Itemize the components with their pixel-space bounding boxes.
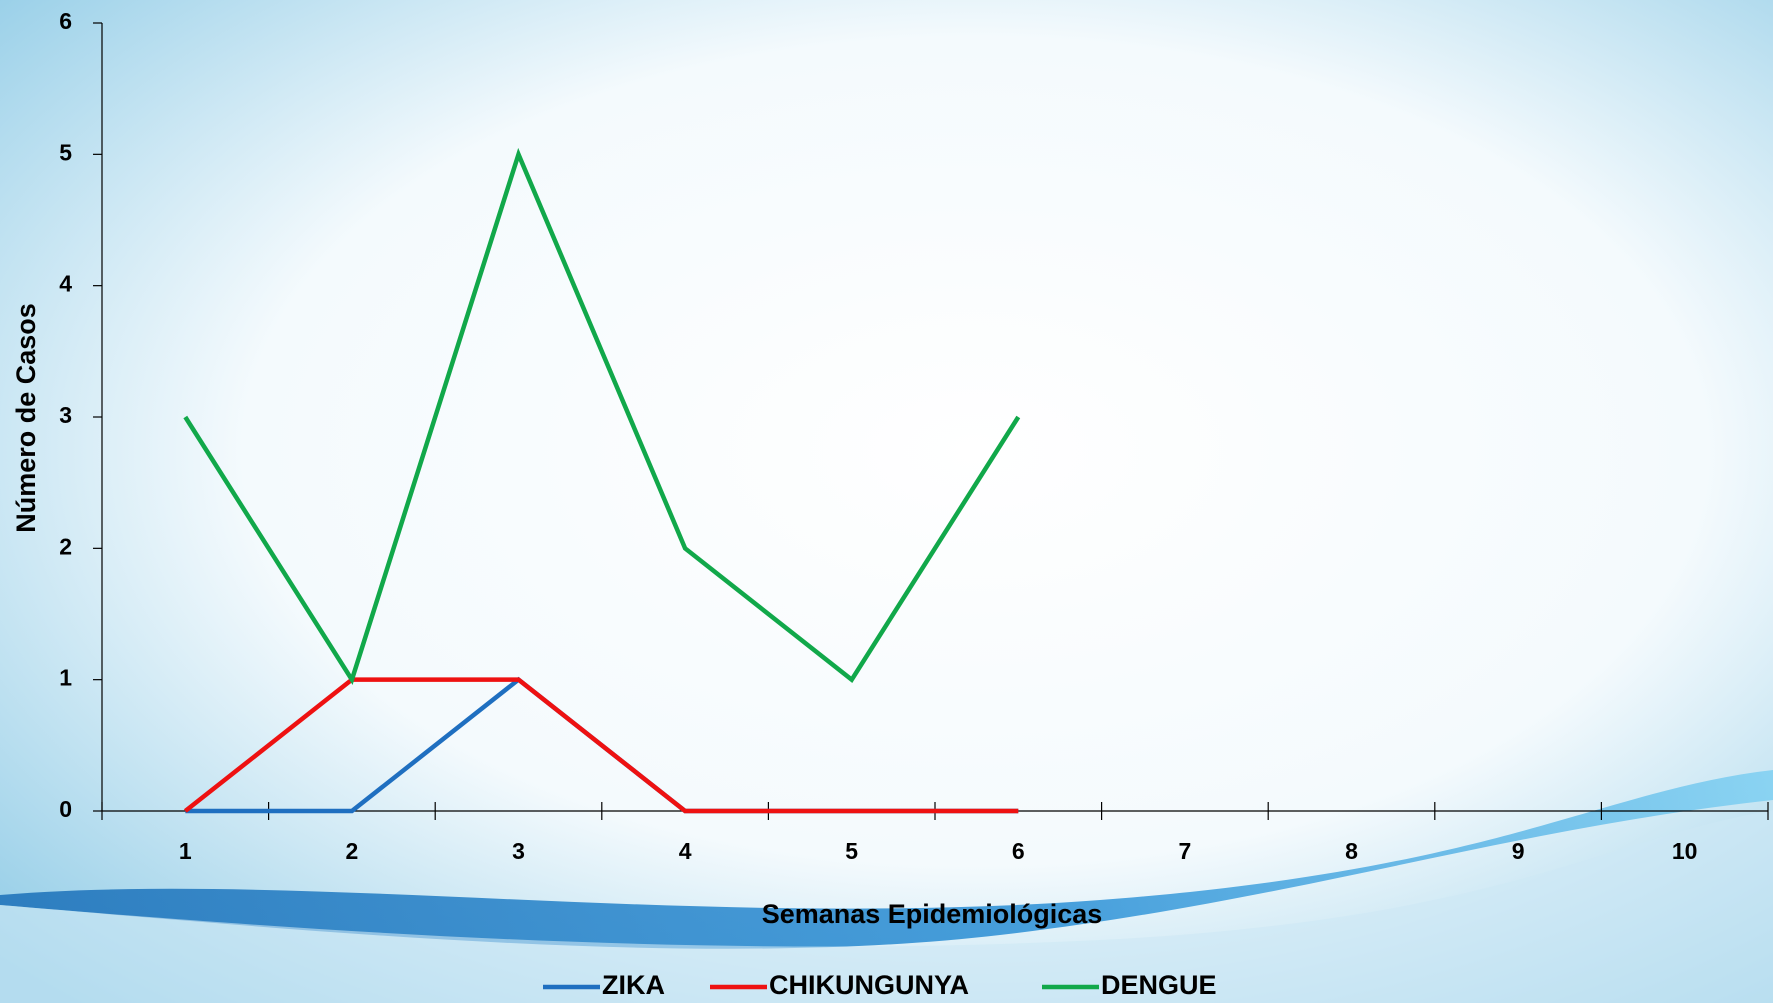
x-tick-label: 7 — [1179, 838, 1192, 864]
y-tick-label: 6 — [59, 8, 72, 34]
y-tick-label: 2 — [59, 533, 72, 559]
y-tick-label: 0 — [59, 796, 72, 822]
x-tick-label: 3 — [512, 838, 525, 864]
y-tick-label: 4 — [59, 271, 72, 297]
decor-swoosh — [0, 770, 1773, 949]
series-line — [183, 147, 1021, 685]
x-tick-label: 2 — [346, 838, 359, 864]
legend-label: DENGUE — [1101, 970, 1217, 1000]
x-tick-label: 9 — [1512, 838, 1525, 864]
legend-label: CHIKUNGUNYA — [769, 970, 969, 1000]
x-tick-label: 4 — [679, 838, 692, 864]
x-tick-label: 10 — [1672, 838, 1698, 864]
decor-band — [0, 810, 1773, 1003]
y-axis-title: Número de Casos — [11, 303, 41, 533]
y-tick-label: 3 — [59, 402, 72, 428]
x-tick-label: 1 — [179, 838, 192, 864]
x-tick-label: 6 — [1012, 838, 1025, 864]
y-tick-label: 1 — [59, 665, 72, 691]
legend-label: ZIKA — [602, 970, 665, 1000]
x-axis-title: Semanas Epidemiológicas — [762, 899, 1103, 929]
series-line — [183, 677, 1019, 814]
y-tick-label: 5 — [59, 139, 72, 165]
x-tick-label: 5 — [845, 838, 858, 864]
x-tick-label: 8 — [1345, 838, 1358, 864]
